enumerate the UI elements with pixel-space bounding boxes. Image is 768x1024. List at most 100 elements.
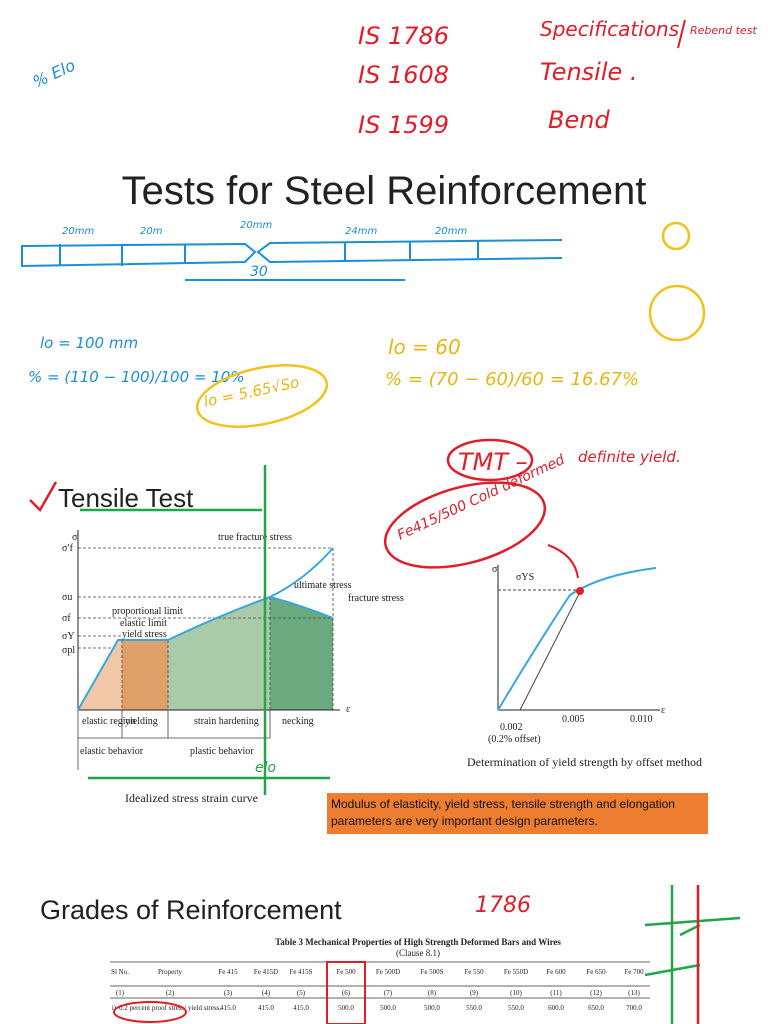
fig-annotation: true fracture stress	[218, 532, 292, 543]
table-cell: 0.2 percent proof stress/ yield stress,	[119, 1004, 221, 1012]
table-cell: 550.0	[508, 1004, 524, 1012]
note: Bend	[548, 106, 610, 134]
region-label: elastic region	[82, 716, 136, 727]
table-header: Property	[158, 968, 183, 976]
table-header: Fe 415	[218, 968, 238, 976]
behavior-label: elastic behavior	[80, 746, 144, 757]
table-header: Fe 550	[464, 968, 484, 976]
offset-label: (0.2% offset)	[488, 734, 541, 745]
yield-label: σYS	[516, 572, 534, 583]
note-box	[327, 793, 708, 834]
axis-label: σ	[492, 564, 498, 575]
table-cell: 550.0	[466, 1004, 482, 1012]
note: Rebend test	[690, 24, 757, 37]
column-number: (11)	[550, 989, 562, 997]
table-cell: 500.0	[380, 1004, 396, 1012]
y-label: σ′f	[62, 543, 74, 554]
column-number: (8)	[428, 989, 437, 997]
column-number: (5)	[297, 989, 306, 997]
table-header: Fe 500D	[376, 968, 400, 976]
bar-label: 20mm	[435, 226, 467, 237]
table-header: Fe 500S	[420, 968, 443, 976]
table-cell: 415.0	[258, 1004, 274, 1012]
table-header: Fe 650	[586, 968, 606, 976]
y-label: σY	[62, 631, 75, 642]
section-heading: Tensile Test	[58, 483, 194, 513]
column-number: (13)	[628, 989, 640, 997]
note: % = (110 − 100)/100 = 10%	[28, 368, 245, 386]
y-label: σu	[62, 592, 72, 603]
table-cell: 700.0	[626, 1004, 642, 1012]
table-header: Fe 415D	[254, 968, 278, 976]
table-cell: 650.0	[588, 1004, 604, 1012]
column-number: (9)	[470, 989, 479, 997]
table-header: Fe 600	[546, 968, 566, 976]
note: IS 1608	[358, 61, 449, 89]
bar-label: 24mm	[345, 226, 377, 237]
fig-annotation: fracture stress	[348, 593, 404, 604]
column-number: (6)	[342, 989, 351, 997]
note: % Elo	[30, 55, 79, 91]
table-header: Fe 415S	[289, 968, 312, 976]
column-number: (2)	[166, 989, 175, 997]
table-header: Sl No.	[111, 968, 129, 976]
note: lo = 100 mm	[40, 334, 138, 352]
fig-annotation: proportional limit	[112, 606, 183, 617]
region-label: strain hardening	[194, 716, 259, 727]
bar-label: 30	[250, 264, 268, 280]
x-label: 0.010	[630, 714, 653, 725]
table-cell: 500.0	[338, 1004, 354, 1012]
table-header: Fe 500	[336, 968, 356, 976]
note: IS 1599	[358, 111, 449, 139]
bar-label: 20mm	[62, 226, 94, 237]
table-cell: 415.0	[220, 1004, 236, 1012]
caption: Determination of yield strength by offse…	[467, 755, 702, 769]
figure-stress-strain: σ ε σ′f σu σf σY σpl true fracture stres…	[62, 530, 404, 805]
region-label: necking	[282, 716, 314, 727]
table-cell: 415.0	[293, 1004, 309, 1012]
axis-label: ε	[346, 704, 350, 715]
title: Tests for Steel Reinforcement	[122, 169, 647, 213]
axis-label: σ	[72, 532, 78, 543]
note: IS 1786	[358, 22, 449, 50]
table-header: Fe 550D	[504, 968, 528, 976]
table-cell: 500.0	[424, 1004, 440, 1012]
note: Specifications	[540, 17, 679, 41]
figure-offset: σ ε σYS 0.002 0.005 0.010 (0.2% offset) …	[467, 564, 702, 769]
bar-sketch	[21, 239, 563, 281]
table-title: Table 3 Mechanical Properties of High St…	[275, 937, 561, 947]
table-header: Fe 700	[624, 968, 644, 976]
table-cell: i)	[112, 1004, 117, 1012]
behavior-label: plastic behavior	[190, 746, 254, 757]
column-number: (10)	[510, 989, 522, 997]
section-heading: Grades of Reinforcement	[40, 895, 342, 925]
column-number: (1)	[116, 989, 125, 997]
note: TMT –	[458, 448, 528, 476]
x-label: 0.002	[500, 722, 523, 733]
note: lo = 60	[388, 335, 461, 359]
region-label: yielding	[125, 716, 158, 727]
table-cell: 600.0	[548, 1004, 564, 1012]
axis-label: ε	[661, 705, 665, 716]
fig-annotation: yield stress	[122, 629, 167, 640]
note-text: Modulus of elasticity, yield stress, ten…	[331, 797, 675, 828]
bar-label: 20mm	[240, 220, 272, 231]
column-number: (4)	[262, 989, 271, 997]
fig-annotation: ultimate stress	[294, 580, 352, 591]
column-number: (7)	[384, 989, 393, 997]
column-number: (3)	[224, 989, 233, 997]
note: elo	[255, 760, 276, 776]
caption: Idealized stress strain curve	[125, 791, 258, 805]
y-label: σpl	[62, 645, 75, 656]
note: 1786	[475, 893, 531, 918]
fig-annotation: elastic limit	[120, 618, 167, 629]
bar-label: 20m	[140, 226, 163, 237]
table-clause: (Clause 8.1)	[396, 948, 440, 958]
column-number: (12)	[590, 989, 602, 997]
table: Sl No. Property Fe 415 Fe 415D Fe 415S Fe 500…	[111, 968, 644, 1012]
note: % = (70 − 60)/60 = 16.67%	[385, 369, 639, 390]
x-label: 0.005	[562, 714, 585, 725]
note: Tensile .	[540, 58, 638, 86]
note: definite yield.	[578, 448, 681, 466]
